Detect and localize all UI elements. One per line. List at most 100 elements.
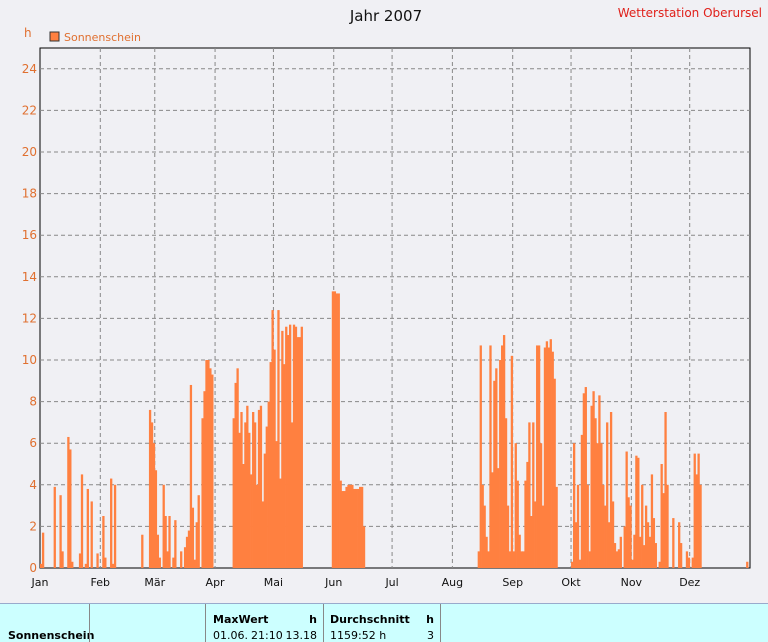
sunshine-bar [604,505,607,568]
sunshine-bar [267,401,270,568]
sunshine-bar [273,349,276,568]
x-tick-label: Nov [621,576,643,589]
sunshine-bar [244,422,247,568]
y-unit-label: h [24,26,32,40]
sunshine-bar [296,337,300,568]
sunshine-bar [685,551,689,568]
sunshine-bar [596,443,599,568]
sunshine-bar [502,335,506,568]
sunshine-bar [493,380,496,568]
sunshine-bar [238,432,241,568]
sunshine-bar [746,561,749,568]
sunshine-bar [479,345,482,568]
x-tick-label: Jun [324,576,342,589]
sunshine-bar [259,405,263,568]
sunshine-bar [298,337,302,568]
grid [40,48,750,568]
sunshine-bar [294,326,298,568]
sunshine-bar [261,501,265,568]
sunshine-bar [635,455,638,568]
sunshine-bar [150,422,154,568]
sunshine-bar [574,522,578,568]
sunshine-bar [71,561,74,568]
sunshine-bar [162,484,165,568]
sunshine-bar [232,418,235,568]
sunshine-bar [152,443,156,568]
sunshine-bar [357,488,360,568]
stats-series-label: Sonnenschein [8,629,95,642]
sunshine-bar [164,516,167,568]
sunshine-bar [491,472,494,568]
sunshine-bar [257,409,261,568]
x-tick-label: Mai [264,576,283,589]
x-tick-label: Jul [384,576,398,589]
sunshine-bar [582,393,586,568]
sunshine-bar [584,387,587,568]
sunshine-bar [549,339,552,568]
sunshine-bar [345,486,348,568]
sunshine-bar [86,488,89,568]
x-tick-label: Aug [442,576,463,589]
stats-empty-cell [89,604,205,642]
sunshine-bar [508,551,512,568]
y-tick-label: 16 [22,228,37,242]
sunshine-bar [250,474,253,568]
sunshine-bar [592,391,595,568]
sunshine-bar [530,516,533,568]
sunshine-bar [53,486,56,568]
sunshine-bar [664,412,667,568]
sunshine-bar [534,501,537,568]
sunshine-bar [512,551,515,568]
sunshine-bar [263,453,266,568]
sunshine-bar [598,395,601,568]
sunshine-bar [183,547,187,568]
sunshine-bar [633,534,636,568]
y-tick-label: 4 [29,478,37,492]
sunshine-bar [288,324,292,568]
sunshine-bar [59,495,62,568]
sunshine-bar [253,422,257,568]
sunshine-bar [528,422,531,568]
sunshine-bar [537,345,541,568]
sunshine-bar [172,557,175,568]
chart-title: Jahr 2007 [349,7,422,25]
sunshine-bar [518,534,521,568]
sunshine-bar [572,443,576,568]
sunshine-bar [240,412,243,568]
stats-series-cell: Sonnenschein [0,604,94,642]
max-unit: h [309,613,317,626]
sunshine-bar [351,484,354,568]
sunshine-bar [497,468,500,568]
sunshine-bar [485,536,488,568]
x-tick-label: Jan [31,576,49,589]
y-tick-label: 2 [29,519,37,533]
sunshine-bar [156,534,160,568]
y-tick-label: 12 [22,311,37,325]
sunshine-bar [279,478,282,568]
sunshine-bar [609,412,613,568]
sunshine-bar [615,551,619,568]
x-axis: Jan Feb Mär Apr Mai Jun Jul Aug Sep Okt Nov Dez [31,576,701,589]
y-tick-label: 20 [22,145,37,159]
y-tick-label: 8 [29,395,37,409]
sunshine-bar [290,422,294,568]
sunshine-bar [611,501,615,568]
stats-max-cell: MaxWert h 01.06. 21:10 13.18 [205,604,323,642]
sunshine-bar [203,391,206,568]
sunshine-bar [205,360,208,568]
sunshine-bar [84,563,88,568]
sunshine-bar [539,443,543,568]
x-tick-label: Dez [679,576,700,589]
sunshine-bar [648,536,652,568]
sunshine-bar [40,563,43,568]
sunshine-bar [501,345,504,568]
sunshine-bar [283,364,286,568]
sunshine-bar [78,553,82,568]
sunshine-bar [483,505,486,568]
sunshine-bar [608,522,611,568]
x-tick-label: Sep [502,576,523,589]
sunshine-bar [201,418,204,568]
sunshine-bar [246,405,249,568]
sunshine-bar [148,409,152,568]
